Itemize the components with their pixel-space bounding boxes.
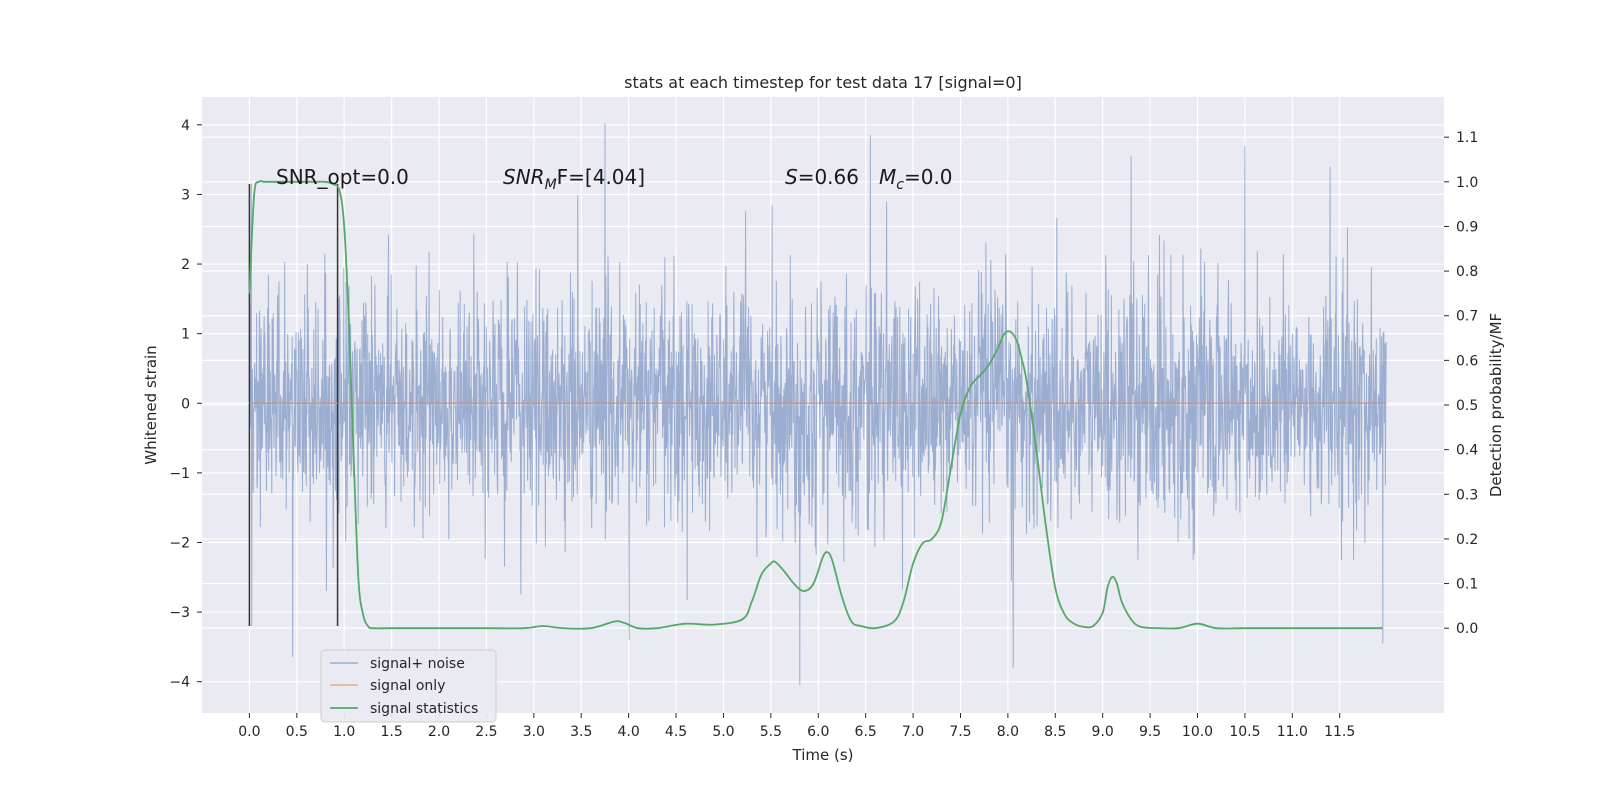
y2-tick-label: 0.3: [1456, 487, 1478, 503]
y2-tick-label: 0.6: [1456, 353, 1478, 369]
y2-tick-label: 0.5: [1456, 398, 1478, 414]
legend: signal+ noise signal only signal statist…: [320, 649, 497, 723]
y-tick-label: −1: [169, 466, 190, 482]
mc-value: =0.0: [904, 165, 953, 189]
x-tick-label: 10.0: [1182, 724, 1213, 740]
legend-box: [320, 649, 497, 723]
x-tick-label: 7.0: [902, 724, 924, 740]
x-tick-label: 4.0: [618, 724, 640, 740]
x-tick-label: 10.5: [1229, 724, 1260, 740]
snr-mf-sub: M: [545, 177, 557, 193]
y-tick-label: 0: [181, 396, 190, 412]
x-tick-label: 0.5: [286, 724, 308, 740]
y-tick-label: 4: [181, 118, 190, 134]
x-tick-label: 11.5: [1324, 724, 1355, 740]
vertical-markers: [248, 184, 339, 626]
axis-ticks: 0.0 0.5 1.0 1.5 2.0 2.5 3.0 3.5 4.0 4.5 5.0 5.5 6.0 6…: [169, 118, 1478, 740]
series-signal-statistics: [248, 179, 1383, 630]
chart-title: stats at each timestep for test data 17 …: [624, 73, 1022, 92]
annotation-s: S=0.66: [785, 165, 859, 189]
legend-label-signal-statistics: signal statistics: [370, 701, 478, 717]
y2-tick-label: 0.7: [1456, 309, 1478, 325]
y-tick-label: 1: [181, 327, 190, 343]
x-tick-label: 7.5: [949, 724, 971, 740]
signal-statistics-line: [248, 179, 1383, 630]
mc-sub: c: [896, 177, 904, 193]
s-label: S: [785, 165, 798, 189]
y-tick-label: −3: [169, 605, 190, 621]
y2-tick-label: 1.0: [1456, 175, 1478, 191]
snr-mf-label: SNR: [503, 165, 545, 189]
x-tick-label: 5.0: [712, 724, 734, 740]
y-axis-label: Whitened strain: [142, 345, 160, 464]
x-tick-label: 6.5: [855, 724, 877, 740]
x-axis-label: Time (s): [792, 746, 854, 764]
s-value: =0.66: [798, 165, 859, 189]
y-tick-label: 2: [181, 257, 190, 273]
mc-label: M: [879, 165, 896, 189]
x-tick-label: 2.5: [475, 724, 497, 740]
y-tick-label: 3: [181, 187, 190, 203]
annotation-snr-mf: SNRMF=[4.04]: [503, 165, 645, 193]
x-tick-label: 2.0: [428, 724, 450, 740]
x-tick-label: 4.5: [665, 724, 687, 740]
x-tick-label: 3.5: [570, 724, 592, 740]
x-tick-label: 1.0: [333, 724, 355, 740]
x-tick-label: 5.5: [760, 724, 782, 740]
y2-tick-label: 1.1: [1456, 130, 1478, 146]
y2-tick-label: 0.9: [1456, 219, 1478, 235]
legend-label-signal-noise: signal+ noise: [370, 656, 465, 672]
x-tick-label: 1.5: [380, 724, 402, 740]
legend-label-signal-only: signal only: [370, 678, 445, 694]
x-tick-label: 9.0: [1092, 724, 1114, 740]
y2-axis-label: Detection probability/MF: [1487, 313, 1505, 497]
y2-tick-label: 0.2: [1456, 532, 1478, 548]
y2-tick-label: 0.1: [1456, 577, 1478, 593]
y2-tick-label: 0.8: [1456, 264, 1478, 280]
snr-mf-suffix: F=[4.04]: [557, 165, 645, 189]
y2-tick-label: 0.4: [1456, 443, 1478, 459]
series-signal-noise: [248, 123, 1387, 686]
y2-tick-label: 0.0: [1456, 621, 1478, 637]
annotation-snr-opt: SNR_opt=0.0: [276, 165, 409, 189]
annotation-mc: Mc=0.0: [879, 165, 953, 193]
signal-noise-line: [248, 123, 1387, 686]
y-tick-label: −4: [169, 675, 190, 691]
x-tick-label: 11.0: [1277, 724, 1308, 740]
x-tick-label: 9.5: [1139, 724, 1161, 740]
x-tick-label: 8.5: [1044, 724, 1066, 740]
x-tick-label: 3.0: [523, 724, 545, 740]
x-tick-label: 8.0: [997, 724, 1019, 740]
y-tick-label: −2: [169, 535, 190, 551]
x-tick-label: 6.0: [807, 724, 829, 740]
x-tick-label: 0.0: [238, 724, 260, 740]
